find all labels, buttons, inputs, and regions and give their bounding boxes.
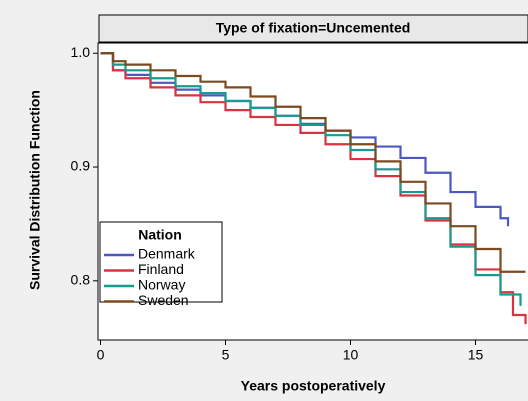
x-tick-label: 5 [222, 347, 230, 363]
x-tick-label: 10 [343, 347, 359, 363]
survival-curve [100, 52, 522, 306]
y-axis-label: Survival Distribution Function [27, 90, 43, 290]
y-tick-label: 0.9 [71, 158, 91, 174]
chart-title: Type of fixation=Uncemented [216, 20, 411, 36]
x-axis-label: Years postoperatively [241, 378, 386, 394]
legend-label: Sweden [138, 292, 189, 308]
legend-title: Nation [138, 227, 182, 243]
y-tick-label: 1.0 [71, 44, 91, 60]
x-tick-label: 0 [97, 347, 105, 363]
x-tick-label: 15 [468, 347, 484, 363]
legend-label: Finland [138, 261, 184, 277]
legend-label: Norway [138, 277, 185, 293]
header-box [98, 14, 528, 43]
y-tick-label: 0.8 [71, 272, 91, 288]
legend-box [99, 221, 223, 303]
legend-label: Denmark [138, 246, 196, 262]
survival-curve [100, 52, 526, 273]
